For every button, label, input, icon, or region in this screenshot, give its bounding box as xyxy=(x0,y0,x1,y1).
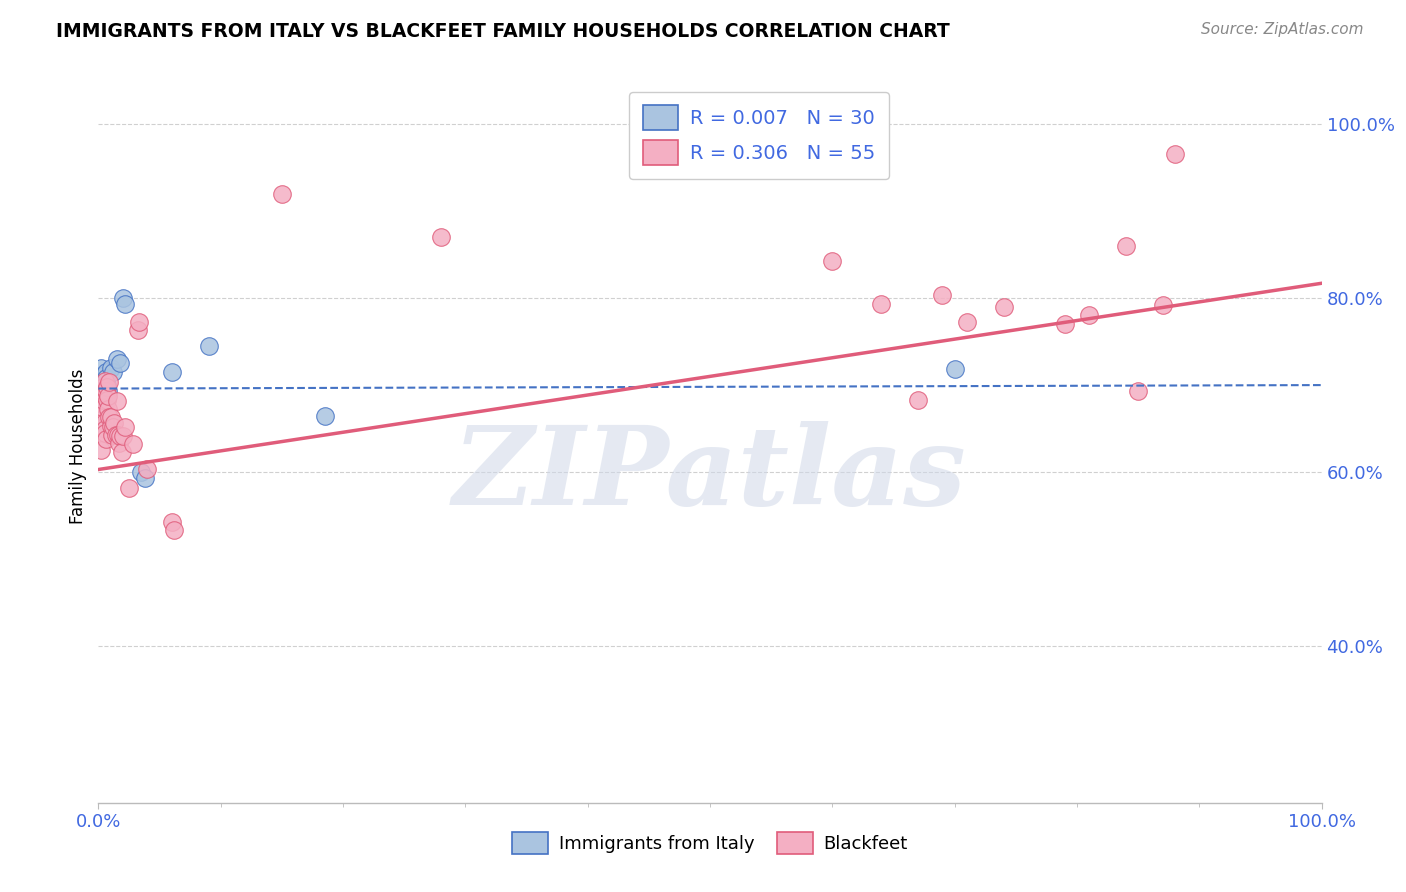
Point xyxy=(104,427,127,442)
Point xyxy=(100,419,122,434)
Point xyxy=(114,297,136,311)
Point xyxy=(93,425,115,440)
Point xyxy=(91,380,114,394)
Point xyxy=(108,436,131,450)
Point xyxy=(110,356,132,370)
Point xyxy=(430,230,453,244)
Point xyxy=(101,420,124,434)
Point xyxy=(91,402,114,417)
Point xyxy=(94,432,117,446)
Point xyxy=(111,291,134,305)
Point xyxy=(94,365,117,379)
Point xyxy=(91,395,114,409)
Point xyxy=(160,365,183,379)
Point xyxy=(943,362,966,376)
Point xyxy=(993,300,1015,314)
Point xyxy=(98,410,121,425)
Point xyxy=(160,515,183,529)
Point xyxy=(93,383,115,397)
Point xyxy=(134,471,156,485)
Point xyxy=(956,314,979,328)
Legend: Immigrants from Italy, Blackfeet: Immigrants from Italy, Blackfeet xyxy=(505,825,915,862)
Point xyxy=(90,410,112,425)
Point xyxy=(91,409,114,423)
Point xyxy=(1152,298,1174,312)
Point xyxy=(98,376,121,390)
Point xyxy=(91,400,114,414)
Point xyxy=(1078,309,1101,323)
Point xyxy=(103,416,125,430)
Point xyxy=(1128,384,1150,399)
Point xyxy=(90,360,112,375)
Point xyxy=(821,253,844,268)
Point xyxy=(107,427,129,442)
Point xyxy=(105,351,128,366)
Point xyxy=(93,389,115,403)
Point xyxy=(314,409,336,423)
Point xyxy=(93,374,115,388)
Point xyxy=(163,524,186,538)
Point xyxy=(90,443,112,458)
Point xyxy=(91,378,114,392)
Point xyxy=(110,428,132,442)
Point xyxy=(136,462,159,476)
Point xyxy=(270,186,294,201)
Point xyxy=(93,415,115,429)
Point xyxy=(90,404,112,418)
Point xyxy=(1164,147,1187,161)
Point xyxy=(197,339,219,353)
Point xyxy=(91,392,114,407)
Point xyxy=(91,398,114,412)
Point xyxy=(91,391,114,405)
Point xyxy=(1115,239,1137,253)
Point xyxy=(91,386,114,401)
Point xyxy=(97,388,120,402)
Point xyxy=(90,369,112,384)
Point xyxy=(118,481,141,495)
Point xyxy=(96,392,118,407)
Point xyxy=(94,384,117,399)
Point xyxy=(101,365,124,379)
Point xyxy=(127,323,149,337)
Point xyxy=(129,465,152,479)
Point xyxy=(105,393,128,408)
Point xyxy=(91,388,114,402)
Y-axis label: Family Households: Family Households xyxy=(69,368,87,524)
Point xyxy=(111,428,134,442)
Point xyxy=(96,378,118,392)
Point xyxy=(931,288,953,302)
Point xyxy=(907,392,929,407)
Text: ZIPatlas: ZIPatlas xyxy=(453,421,967,528)
Point xyxy=(128,315,150,329)
Point xyxy=(91,391,114,405)
Point xyxy=(1053,317,1076,331)
Point xyxy=(97,402,120,417)
Text: Source: ZipAtlas.com: Source: ZipAtlas.com xyxy=(1201,22,1364,37)
Point xyxy=(91,384,114,399)
Point xyxy=(101,427,124,442)
Point xyxy=(91,397,114,411)
Point xyxy=(97,384,120,399)
Point xyxy=(111,445,134,459)
Text: IMMIGRANTS FROM ITALY VS BLACKFEET FAMILY HOUSEHOLDS CORRELATION CHART: IMMIGRANTS FROM ITALY VS BLACKFEET FAMIL… xyxy=(56,22,950,41)
Point xyxy=(121,437,143,451)
Point xyxy=(96,380,118,394)
Point xyxy=(94,371,117,385)
Point xyxy=(100,410,122,425)
Point xyxy=(870,297,893,311)
Point xyxy=(91,378,114,392)
Point xyxy=(100,360,122,375)
Point xyxy=(114,420,136,434)
Point xyxy=(91,383,114,397)
Point xyxy=(93,421,115,435)
